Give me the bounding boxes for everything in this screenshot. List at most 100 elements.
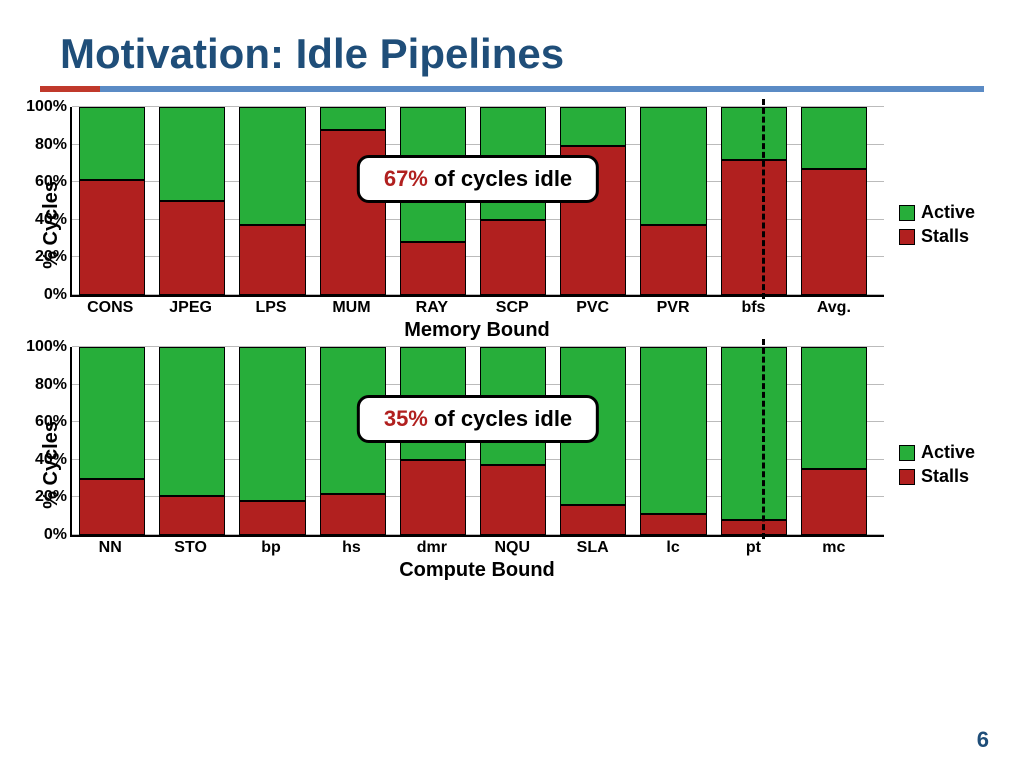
xlabel: NN xyxy=(77,539,143,557)
bar-stalls xyxy=(79,180,145,295)
chart2-callout: 35% of cycles idle xyxy=(357,395,599,443)
bar-stalls xyxy=(400,460,466,535)
bar-active xyxy=(239,107,305,225)
bar-active xyxy=(560,107,626,146)
bar-lc xyxy=(640,347,706,535)
bar-stalls xyxy=(560,505,626,535)
legend-swatch-active xyxy=(899,205,915,221)
bar-NN xyxy=(79,347,145,535)
legend-stalls: Stalls xyxy=(899,466,984,487)
bar-JPEG xyxy=(159,107,225,295)
chart1-xlabels: CONSJPEGLPSMUMRAYSCPPVCPVRbfsAvg. xyxy=(70,297,884,317)
bar-mc xyxy=(801,347,867,535)
xlabel: LPS xyxy=(238,299,304,317)
xlabel: SLA xyxy=(559,539,625,557)
bar-bp xyxy=(239,347,305,535)
bar-Avg. xyxy=(801,107,867,295)
rule-red xyxy=(40,86,100,92)
chart1-bars: 0%20%40%60%80%100% xyxy=(70,107,884,297)
legend-active: Active xyxy=(899,442,984,463)
chart1-legend: Active Stalls xyxy=(884,199,984,250)
callout-text: of cycles idle xyxy=(428,406,572,431)
legend-label: Stalls xyxy=(921,466,969,487)
bar-active xyxy=(640,107,706,225)
xlabel: STO xyxy=(157,539,223,557)
bar-stalls xyxy=(640,225,706,295)
bar-active xyxy=(721,107,787,160)
bar-stalls xyxy=(239,501,305,535)
bar-active xyxy=(320,107,386,130)
bar-stalls xyxy=(320,494,386,535)
bar-stalls xyxy=(640,514,706,535)
legend-swatch-stalls xyxy=(899,229,915,245)
bar-stalls xyxy=(721,160,787,295)
ytick: 60% xyxy=(35,413,72,431)
callout-text: of cycles idle xyxy=(428,166,572,191)
ytick: 100% xyxy=(26,98,72,116)
divider-line xyxy=(762,339,765,539)
ytick: 40% xyxy=(35,451,72,469)
page-title: Motivation: Idle Pipelines xyxy=(40,30,984,78)
xlabel: RAY xyxy=(399,299,465,317)
chart2-xlabels: NNSTObphsdmrNQUSLAlcptmc xyxy=(70,537,884,557)
bar-active xyxy=(79,347,145,479)
bar-pt xyxy=(721,347,787,535)
chart1-area: % Cycles 0%20%40%60%80%100% xyxy=(40,107,984,342)
bar-stalls xyxy=(159,201,225,295)
xlabel: NQU xyxy=(479,539,545,557)
chart1-plot: 0%20%40%60%80%100% xyxy=(70,107,884,342)
bar-stalls xyxy=(159,496,225,535)
ytick: 80% xyxy=(35,136,72,154)
bar-stalls xyxy=(721,520,787,535)
bar-stalls xyxy=(801,469,867,535)
bar-stalls xyxy=(79,479,145,535)
bar-active xyxy=(801,107,867,169)
chart2-legend: Active Stalls xyxy=(884,439,984,490)
bar-CONS xyxy=(79,107,145,295)
bar-active xyxy=(239,347,305,501)
xlabel: SCP xyxy=(479,299,545,317)
xlabel: PVR xyxy=(640,299,706,317)
ytick: 0% xyxy=(44,526,72,544)
xlabel: JPEG xyxy=(157,299,223,317)
rule-blue xyxy=(100,86,984,92)
chart2-subtitle: Compute Bound xyxy=(70,559,884,582)
xlabel: hs xyxy=(318,539,384,557)
bar-STO xyxy=(159,347,225,535)
divider-line xyxy=(762,99,765,299)
title-rule xyxy=(40,86,984,92)
bar-active xyxy=(721,347,787,520)
bar-active xyxy=(159,107,225,201)
ytick: 20% xyxy=(35,248,72,266)
ytick: 0% xyxy=(44,286,72,304)
bar-active xyxy=(79,107,145,180)
bar-LPS xyxy=(239,107,305,295)
xlabel: dmr xyxy=(399,539,465,557)
page-number: 6 xyxy=(977,727,989,753)
ytick: 100% xyxy=(26,338,72,356)
xlabel: Avg. xyxy=(801,299,867,317)
ytick: 20% xyxy=(35,488,72,506)
ytick: 40% xyxy=(35,211,72,229)
bar-active xyxy=(159,347,225,496)
bar-stalls xyxy=(801,169,867,295)
chart2-bars: 0%20%40%60%80%100% xyxy=(70,347,884,537)
legend-swatch-stalls xyxy=(899,469,915,485)
legend-active: Active xyxy=(899,202,984,223)
legend-label: Active xyxy=(921,202,975,223)
xlabel: bp xyxy=(238,539,304,557)
chart2-plot: 0%20%40%60%80%100% xyxy=(70,347,884,582)
legend-label: Stalls xyxy=(921,226,969,247)
xlabel: PVC xyxy=(559,299,625,317)
ytick: 80% xyxy=(35,376,72,394)
chart2-area: % Cycles 0%20%40%60%80%100% xyxy=(40,347,984,582)
bar-stalls xyxy=(400,242,466,295)
bar-active xyxy=(640,347,706,514)
bar-stalls xyxy=(239,225,305,295)
bar-stalls xyxy=(480,220,546,295)
bar-bfs xyxy=(721,107,787,295)
xlabel: MUM xyxy=(318,299,384,317)
xlabel: CONS xyxy=(77,299,143,317)
ytick: 60% xyxy=(35,173,72,191)
bar-stalls xyxy=(480,465,546,535)
